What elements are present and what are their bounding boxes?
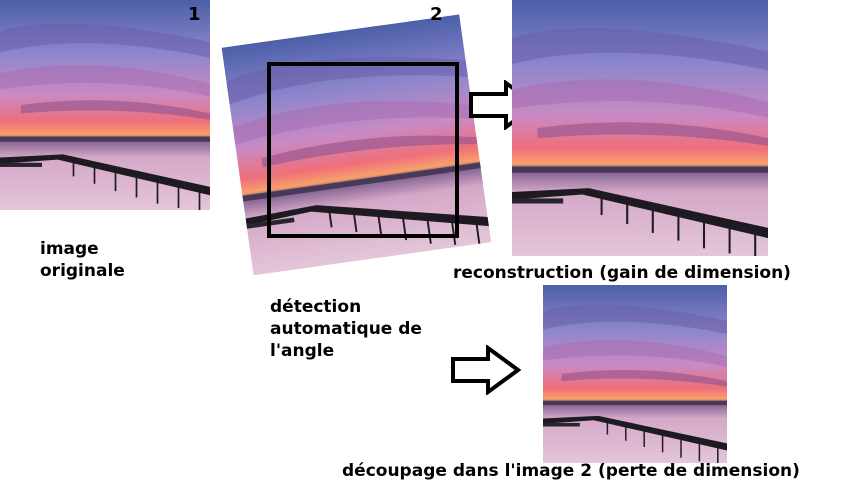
label-detection: détection automatique de l'angle	[270, 297, 422, 361]
label-reconstruction: reconstruction (gain de dimension)	[453, 263, 791, 283]
crop-frame	[267, 62, 459, 238]
arrow-right-icon	[451, 345, 522, 395]
reconstruction-image	[512, 0, 768, 256]
step-number-1: 1	[188, 4, 201, 25]
label-original: image originale	[40, 239, 125, 281]
label-crop: découpage dans l'image 2 (perte de dimen…	[342, 461, 800, 481]
cropped-image	[543, 285, 727, 463]
step-number-2: 2	[430, 4, 443, 25]
original-image	[0, 0, 210, 210]
